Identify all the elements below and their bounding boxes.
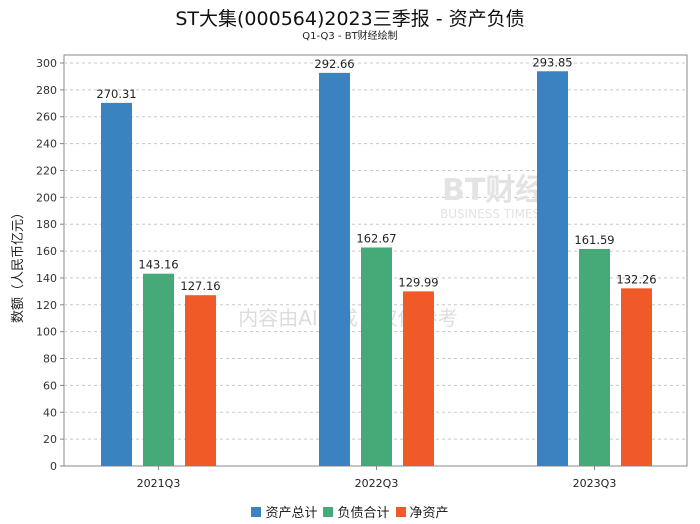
- legend-label: 净资产: [409, 506, 449, 521]
- y-tick-label: 140: [36, 272, 57, 285]
- x-tick-label: 2021Q3: [137, 477, 181, 490]
- y-tick-label: 100: [36, 326, 57, 339]
- data-label: 162.67: [356, 231, 396, 245]
- bar-2021Q3-1: [143, 273, 174, 466]
- y-tick-label: 80: [43, 353, 57, 366]
- y-tick-label: 20: [43, 433, 57, 446]
- data-label: 129.99: [398, 275, 438, 289]
- bar-2021Q3-2: [185, 295, 216, 466]
- y-tick-label: 40: [43, 406, 57, 419]
- y-tick-label: 0: [50, 460, 57, 473]
- bar-2023Q3-1: [579, 248, 610, 466]
- y-tick-label: 220: [36, 164, 57, 177]
- bar-2022Q3-0: [319, 72, 350, 466]
- data-label: 161.59: [574, 233, 614, 247]
- legend-swatch: [395, 506, 406, 517]
- legend-swatch: [323, 506, 334, 517]
- data-label: 143.16: [138, 258, 178, 272]
- data-label: 127.16: [180, 279, 220, 293]
- bar-2021Q3-0: [101, 102, 132, 466]
- data-label: 293.85: [532, 55, 572, 69]
- data-label: 270.31: [96, 87, 136, 101]
- y-tick-label: 60: [43, 379, 57, 392]
- bar-2023Q3-0: [537, 71, 568, 466]
- y-tick-label: 260: [36, 111, 57, 124]
- watermark-brand-en: BUSINESS TIMES: [440, 207, 540, 221]
- chart-title: ST大集(000564)2023三季报 - 资产负债: [175, 8, 525, 30]
- watermark-brand: BT财经: [442, 173, 545, 208]
- y-tick-label: 280: [36, 84, 57, 97]
- y-tick-label: 240: [36, 138, 57, 151]
- x-tick-label: 2022Q3: [355, 477, 399, 490]
- data-label: 132.26: [616, 272, 656, 286]
- y-tick-label: 180: [36, 218, 57, 231]
- bar-2022Q3-2: [403, 291, 434, 466]
- y-tick-label: 200: [36, 191, 57, 204]
- y-tick-label: 160: [36, 245, 57, 258]
- legend: 资产总计 负债合计 净资产: [0, 502, 700, 521]
- legend-label: 负债合计: [337, 506, 390, 521]
- bar-2023Q3-2: [621, 288, 652, 466]
- legend-item: 净资产: [395, 502, 449, 521]
- legend-item: 资产总计: [251, 502, 317, 521]
- x-tick-label: 2023Q3: [573, 477, 617, 490]
- legend-swatch: [251, 506, 262, 517]
- bar-2022Q3-1: [361, 247, 392, 466]
- y-tick-label: 300: [36, 57, 57, 70]
- legend-item: 负债合计: [323, 502, 390, 521]
- data-label: 292.66: [314, 57, 354, 71]
- legend-label: 资产总计: [265, 506, 318, 521]
- y-tick-label: 120: [36, 299, 57, 312]
- chart-subtitle: Q1-Q3 - BT财经绘制: [302, 31, 398, 42]
- y-axis-label: 数额（人民币亿元）: [11, 206, 26, 323]
